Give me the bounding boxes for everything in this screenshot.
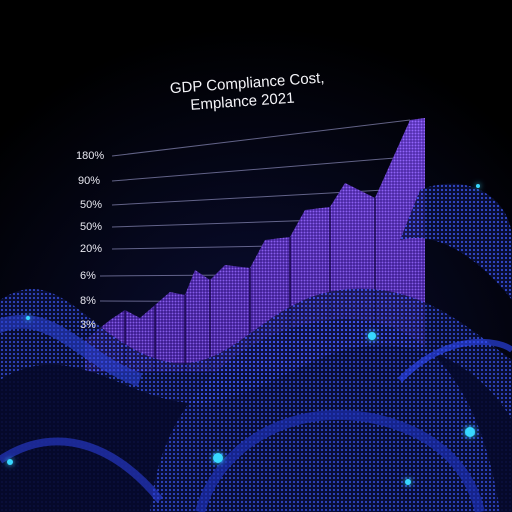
axis-label: 180% — [76, 150, 104, 162]
axis-label: 90% — [78, 175, 100, 187]
glow-dots — [7, 184, 480, 485]
axis-label: 3% — [80, 319, 96, 331]
waves — [0, 183, 512, 512]
axis-label: 20% — [80, 243, 102, 255]
axis-label: 50% — [80, 199, 102, 211]
axis-labels: 180% 90% 50% 50% 20% 6% 8% 3% — [76, 150, 104, 331]
axis-label: 50% — [80, 221, 102, 233]
axis-label: 6% — [80, 270, 96, 282]
axis-label: 8% — [80, 295, 96, 307]
